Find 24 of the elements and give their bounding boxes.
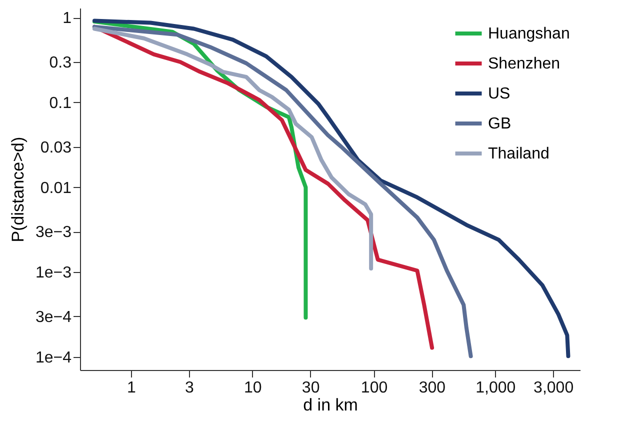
y-tick-label: 0.1	[49, 94, 72, 112]
y-tick-label: 1e−4	[35, 349, 72, 366]
legend-label: Shenzhen	[488, 56, 560, 72]
y-axis-title: P(distance>d)	[8, 136, 28, 242]
x-tick-label: 3	[184, 380, 194, 396]
legend-label: US	[488, 86, 510, 102]
x-tick-label: 300	[418, 380, 446, 396]
x-tick-label: 1	[127, 380, 136, 396]
x-tick-label: 3,000	[534, 380, 574, 396]
y-tick-label: 1	[62, 10, 72, 28]
x-tick-label: 10	[244, 380, 262, 396]
legend-label: Thailand	[488, 146, 550, 162]
legend-label: GB	[488, 116, 512, 132]
y-tick-label: 0.03	[40, 139, 72, 156]
y-tick-label: 0.01	[40, 180, 72, 197]
x-tick-label: 1,000	[476, 380, 516, 396]
y-tick-label: 3e−4	[35, 308, 72, 326]
x-tick-label: 30	[302, 380, 320, 396]
x-tick-label: 100	[360, 380, 388, 396]
y-tick-label: 3e−3	[35, 224, 72, 242]
x-axis-title: d in km	[303, 396, 358, 414]
y-tick-label: 0.3	[49, 54, 72, 72]
legend-label: Huangshan	[488, 26, 570, 42]
y-tick-label: 1e−3	[35, 264, 72, 282]
